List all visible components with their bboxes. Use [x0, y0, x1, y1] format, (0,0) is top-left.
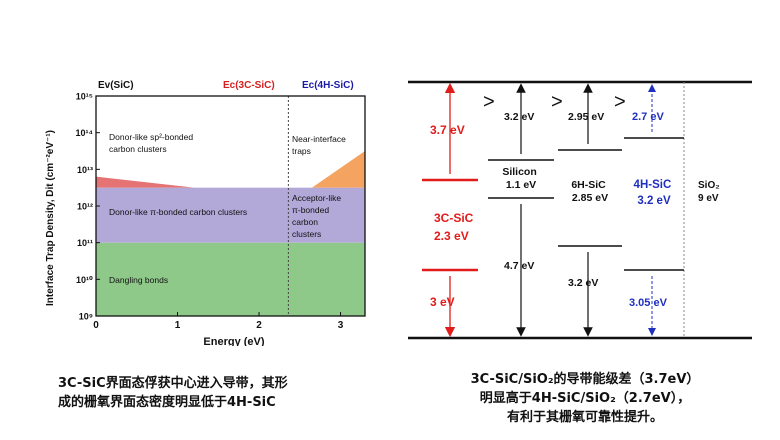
6h-cb-offset-label: 2.95 eV [568, 111, 604, 123]
y-tick-label-14: 10¹⁴ [76, 128, 93, 138]
y-tick-label-12: 10¹² [77, 202, 93, 212]
ec-3c-label: Ec(3C-SiC) [223, 80, 275, 91]
y-tick-label-10: 10¹⁰ [76, 275, 93, 285]
acceptor-region [312, 151, 365, 188]
si-gap-label: Silicon 1.1 eV [502, 166, 539, 191]
6h-vb-offset-label: 3.2 eV [568, 277, 598, 289]
caption-right-line-3: 有利于其栅氧可靠性提升。 [506, 410, 663, 425]
ec-4h-label: Ec(4H-SiC) [302, 80, 354, 91]
gt-marker-1: > [483, 91, 495, 113]
y-axis-title: Interface Trap Density, Dit (cm⁻²eV⁻¹) [45, 130, 56, 306]
caption-right-line-2: 明显高于4H-SiC/SiO₂（2.7eV）， [479, 391, 691, 406]
6h-gap-label: 6H-SiC 2.85 eV [571, 179, 608, 204]
plot-area [96, 96, 365, 316]
x-tick-label-0: 0 [93, 320, 99, 331]
near-interface-label: Near-interface traps [292, 134, 348, 156]
trap-density-chart: 0 1 2 3 10⁹ 10¹⁰ 10¹¹ 10¹² 10¹³ 10¹⁴ 10¹⁵ Ev(SiC) … [40, 76, 370, 348]
band-offset-svg: > > > 3.7 eV 3C-SiC 2.3 eV 3 eV 3.2 eV S… [408, 80, 752, 340]
donor-sp2-region [96, 176, 194, 188]
pi-bonded-region [96, 187, 365, 243]
acceptor-label: Acceptor-like π-bonded carbon clusters [292, 193, 344, 239]
sio2-gap-label: SiO₂ 9 eV [698, 180, 722, 204]
3c-gap-label: 3C-SiC 2.3 eV [434, 211, 477, 243]
x-tick-label-3: 3 [338, 320, 344, 331]
axes: 0 1 2 3 10⁹ 10¹⁰ 10¹¹ 10¹² 10¹³ 10¹⁴ 10¹⁵ [76, 92, 366, 331]
si-cb-offset-label: 3.2 eV [504, 111, 534, 123]
caption-left-line-1: 3C-SiC界面态俘获中心进入导带，其形 [58, 376, 288, 391]
x-tick-label-2: 2 [256, 320, 262, 331]
y-tick-label-13: 10¹³ [77, 165, 93, 175]
si-vb-offset-label: 4.7 eV [504, 260, 534, 272]
gt-marker-2: > [551, 91, 563, 113]
4h-vb-offset-label: 3.05 eV [629, 297, 668, 309]
3c-vb-offset-label: 3 eV [430, 295, 455, 309]
gt-marker-3: > [614, 91, 626, 113]
caption-left-line-2: 成的栅氧界面态密度明显低于4H-SiC [58, 395, 276, 410]
caption-right: 3C-SiC/SiO₂的导带能级差（3.7eV） 明显高于4H-SiC/SiO₂… [410, 370, 760, 427]
x-tick-label-1: 1 [175, 320, 181, 331]
caption-right-line-1: 3C-SiC/SiO₂的导带能级差（3.7eV） [470, 372, 700, 387]
donor-pi-label: Donor-like π-bonded carbon clusters [109, 207, 247, 217]
x-axis-title: Energy (eV) [203, 336, 264, 346]
3c-cb-offset-label: 3.7 eV [430, 123, 465, 137]
dangling-bonds-region [96, 242, 365, 316]
donor-sp2-label: Donor-like sp²-bonded carbon clusters [109, 132, 195, 154]
y-tick-label-15: 10¹⁵ [76, 92, 93, 102]
band-offset-diagram: > > > 3.7 eV 3C-SiC 2.3 eV 3 eV 3.2 eV S… [408, 70, 760, 350]
dangling-bonds-label: Dangling bonds [109, 275, 168, 285]
y-tick-label-11: 10¹¹ [77, 238, 93, 248]
y-tick-label-9: 10⁹ [79, 312, 93, 322]
ev-sic-label: Ev(SiC) [98, 80, 134, 91]
4h-gap-label: 4H-SiC 3.2 eV [634, 179, 675, 207]
4h-cb-offset-label: 2.7 eV [632, 111, 664, 123]
caption-left: 3C-SiC界面态俘获中心进入导带，其形 成的栅氧界面态密度明显低于4H-SiC [58, 374, 378, 412]
